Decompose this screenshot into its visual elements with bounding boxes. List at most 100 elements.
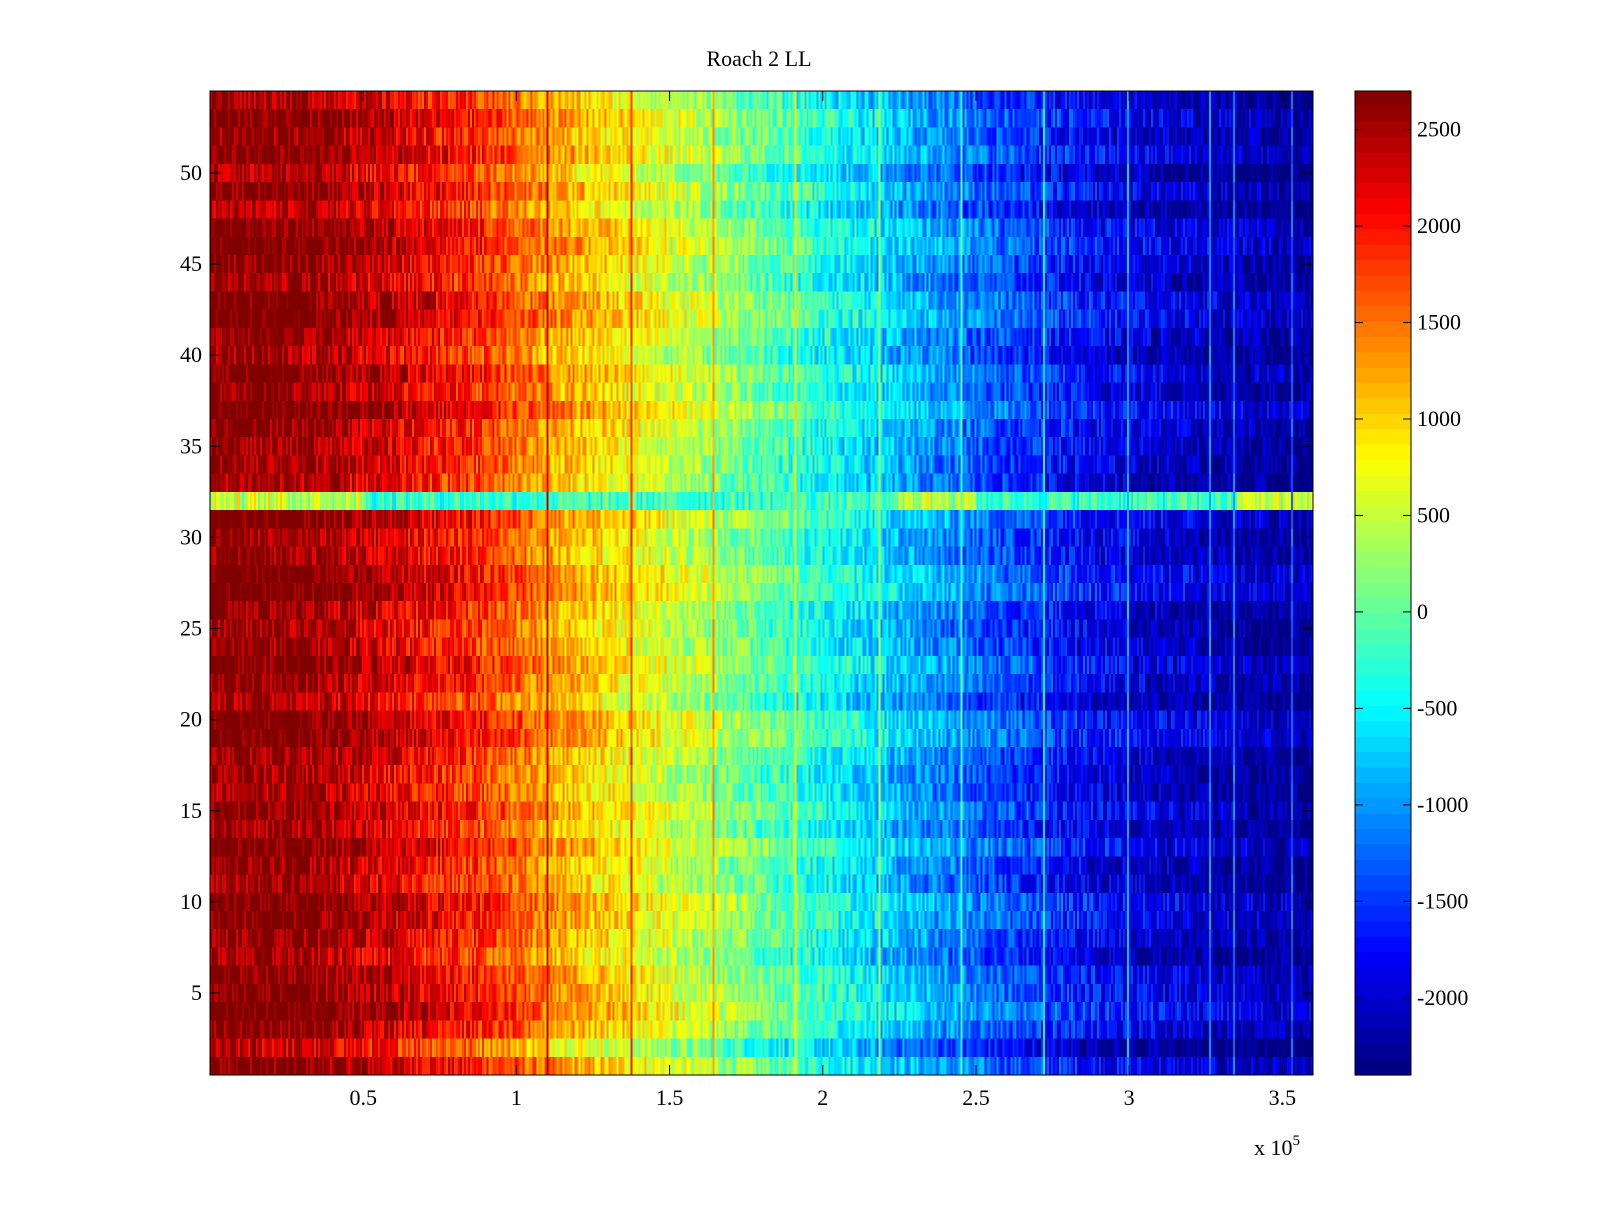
colorbar-segment [1355, 367, 1411, 384]
colorbar-segment [1355, 321, 1411, 338]
y-tick-label: 10 [180, 889, 202, 914]
colorbar-segment [1355, 1044, 1411, 1061]
y-tick-label: 35 [180, 433, 202, 458]
plot-frame [209, 90, 1314, 1076]
colorbar-segment [1355, 813, 1411, 830]
colorbar-segment [1355, 583, 1411, 599]
colorbar-segment [1355, 613, 1411, 630]
colorbar-segment [1355, 967, 1411, 984]
colorbar-segment [1355, 229, 1411, 246]
x-tick-label: 1.5 [656, 1085, 684, 1110]
colorbar-segment [1355, 905, 1411, 922]
colorbar-segment [1355, 736, 1411, 753]
colorbar-segment [1355, 337, 1411, 353]
colorbar-segment [1355, 644, 1411, 661]
colorbar-segment [1355, 706, 1411, 722]
colorbar-segment [1355, 475, 1411, 492]
colorbar-segment [1355, 921, 1411, 938]
colorbar-segment [1355, 936, 1411, 953]
colorbar-segment [1355, 398, 1411, 415]
colorbar-tick-label: -500 [1417, 695, 1457, 720]
colorbar-segment [1355, 752, 1411, 769]
colorbar-tick-label: 0 [1417, 599, 1428, 624]
colorbar-segment [1355, 1028, 1411, 1045]
heatmap-image [210, 91, 1313, 1075]
colorbar-segment [1355, 844, 1411, 861]
y-tick-label: 5 [191, 980, 202, 1005]
colorbar-segment [1355, 91, 1411, 107]
colorbar-tick-label: 1000 [1417, 406, 1461, 431]
colorbar-segment [1355, 798, 1411, 815]
colorbar-segment [1355, 1059, 1411, 1076]
colorbar-segment [1355, 444, 1411, 461]
colorbar-segment [1355, 275, 1411, 292]
colorbar-segment [1355, 598, 1411, 615]
colorbar-segment [1355, 567, 1411, 584]
y-tick-label: 45 [180, 251, 202, 276]
colorbar-segment [1355, 767, 1411, 784]
colorbar [1355, 91, 1411, 1076]
colorbar-segment [1355, 659, 1411, 676]
colorbar-segment [1355, 290, 1411, 307]
colorbar-segment [1355, 260, 1411, 277]
colorbar-segment [1355, 782, 1411, 799]
colorbar-segment [1355, 875, 1411, 892]
colorbar-segment [1355, 306, 1411, 323]
y-axis: 5 10 15 20 25 30 35 40 45 50 [180, 160, 1313, 1005]
y-tick-label: 20 [180, 707, 202, 732]
x-tick-label: 2.5 [962, 1085, 990, 1110]
colorbar-tick-label: -2000 [1417, 985, 1468, 1010]
colorbar-tick-label: 1500 [1417, 310, 1461, 335]
x-tick-label: 3 [1124, 1085, 1135, 1110]
x-axis: 0.5 1 1.5 2 2.5 3 3.5 [349, 91, 1296, 1110]
colorbar-frame [1354, 90, 1412, 1076]
colorbar-segment [1355, 521, 1411, 538]
colorbar-segment [1355, 352, 1411, 369]
x-tick-label: 1 [511, 1085, 522, 1110]
colorbar-segment [1355, 137, 1411, 154]
y-tick-label: 15 [180, 798, 202, 823]
colorbar-segment [1355, 214, 1411, 230]
colorbar-segment [1355, 629, 1411, 646]
colorbar-segment [1355, 167, 1411, 184]
y-tick-label: 30 [180, 524, 202, 549]
colorbar-segment [1355, 106, 1411, 123]
x-tick-label: 3.5 [1269, 1085, 1297, 1110]
x-exponent-power: 5 [1293, 1133, 1301, 1149]
x-tick-label: 0.5 [349, 1085, 377, 1110]
chart-title: Roach 2 LL [706, 46, 811, 71]
colorbar-segment [1355, 721, 1411, 738]
y-tick-label: 40 [180, 342, 202, 367]
colorbar-segment [1355, 690, 1411, 707]
colorbar-segment [1355, 506, 1411, 523]
colorbar-segment [1355, 952, 1411, 968]
colorbar-segment [1355, 244, 1411, 261]
colorbar-tick-label: -1500 [1417, 888, 1468, 913]
colorbar-segment [1355, 121, 1411, 138]
colorbar-segment [1355, 829, 1411, 845]
colorbar-tick-label: 2500 [1417, 117, 1461, 142]
colorbar-axis: 2500 2000 1500 1000 500 0 -500 -1000 -1500 -2000 [1355, 117, 1468, 1010]
colorbar-segment [1355, 429, 1411, 446]
colorbar-segment [1355, 1013, 1411, 1030]
colorbar-segment [1355, 460, 1411, 476]
colorbar-tick-label: 2000 [1417, 213, 1461, 238]
colorbar-tick-label: 500 [1417, 502, 1450, 527]
colorbar-segment [1355, 198, 1411, 215]
colorbar-segment [1355, 998, 1411, 1015]
colorbar-segment [1355, 890, 1411, 907]
heatmap-cells [210, 91, 1313, 1075]
colorbar-tick-label: -1000 [1417, 792, 1468, 817]
colorbar-segment [1355, 183, 1411, 200]
colorbar-segment [1355, 490, 1411, 507]
y-tick-label: 25 [180, 616, 202, 641]
y-tick-label: 50 [180, 160, 202, 185]
colorbar-segment [1355, 536, 1411, 553]
colorbar-segment [1355, 413, 1411, 430]
colorbar-segment [1355, 675, 1411, 692]
colorbar-segment [1355, 859, 1411, 876]
x-tick-label: 2 [817, 1085, 828, 1110]
colorbar-segment [1355, 383, 1411, 400]
